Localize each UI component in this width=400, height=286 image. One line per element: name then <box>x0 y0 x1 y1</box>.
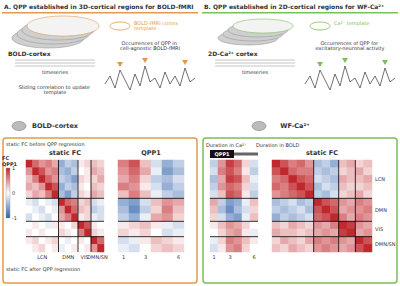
svg-text:LCN: LCN <box>37 254 47 260</box>
svg-text:WF-Ca²⁺: WF-Ca²⁺ <box>280 122 310 130</box>
svg-text:QPP1: QPP1 <box>141 149 161 157</box>
svg-text:BOLD-cortex: BOLD-cortex <box>8 50 51 57</box>
svg-text:Occurrences of QPP in: Occurrences of QPP in <box>121 39 179 46</box>
svg-text:Ca²⁺ template: Ca²⁺ template <box>334 20 369 27</box>
svg-text:QPP1: QPP1 <box>214 151 230 157</box>
svg-text:2D-Ca²⁺ cortex: 2D-Ca²⁺ cortex <box>208 50 258 57</box>
svg-text:Occurrences of QPP for: Occurrences of QPP for <box>320 39 380 46</box>
svg-text:DMN/SN: DMN/SN <box>87 254 108 260</box>
svg-text:6: 6 <box>177 254 180 260</box>
svg-text:static FC: static FC <box>49 149 81 157</box>
svg-text:Sliding correlation to update: Sliding correlation to update <box>18 83 92 90</box>
svg-text:timeseries: timeseries <box>242 69 268 75</box>
svg-text:DMN: DMN <box>375 207 387 213</box>
svg-text:B. QPP established in 2D-corti: B. QPP established in 2D-cortical region… <box>204 3 384 11</box>
svg-text:VIS: VIS <box>375 226 383 232</box>
svg-text:excitatory-neuronal activity: excitatory-neuronal activity <box>316 45 385 52</box>
svg-text:A. QPP established in 3D-corti: A. QPP established in 3D-cortical region… <box>4 3 194 11</box>
svg-text:static FC before QPP regressio: static FC before QPP regression <box>6 141 85 148</box>
svg-text:VIS: VIS <box>80 253 89 260</box>
svg-text:3: 3 <box>228 254 231 260</box>
svg-text:-1: -1 <box>12 215 17 221</box>
svg-text:static FC after QPP regression: static FC after QPP regression <box>6 266 80 273</box>
svg-text:3: 3 <box>144 254 147 260</box>
svg-text:template: template <box>134 25 157 32</box>
svg-text:template: template <box>44 89 67 96</box>
svg-text:6: 6 <box>252 254 255 260</box>
svg-text:static FC: static FC <box>306 149 338 157</box>
svg-text:Duration in Ca²⁺: Duration in Ca²⁺ <box>206 142 247 148</box>
svg-text:DMN: DMN <box>62 254 74 260</box>
svg-text:QPP1: QPP1 <box>2 161 18 167</box>
svg-text:timeseries: timeseries <box>42 69 68 75</box>
svg-text:DMN/SN: DMN/SN <box>375 241 396 247</box>
svg-text:1: 1 <box>12 165 16 171</box>
svg-text:Duration in BOLD: Duration in BOLD <box>256 142 300 148</box>
svg-text:BOLD-fMRI cortex: BOLD-fMRI cortex <box>134 19 180 26</box>
svg-text:1: 1 <box>122 254 125 260</box>
svg-text:FC: FC <box>2 154 10 161</box>
svg-text:BOLD-cortex: BOLD-cortex <box>32 122 79 130</box>
svg-text:cell-agnostic BOLD-fMRI: cell-agnostic BOLD-fMRI <box>120 45 180 52</box>
svg-text:1: 1 <box>212 254 215 260</box>
svg-text:0: 0 <box>12 190 15 196</box>
svg-text:LCN: LCN <box>375 176 385 182</box>
